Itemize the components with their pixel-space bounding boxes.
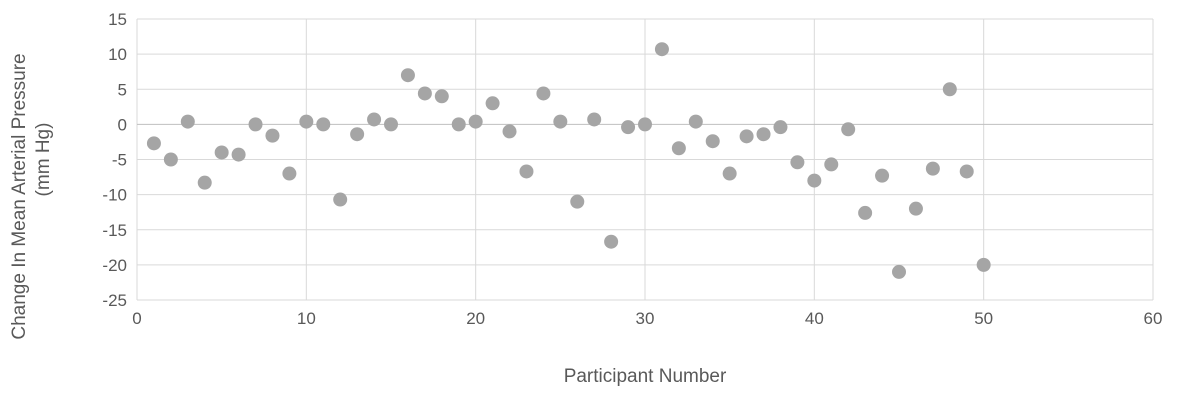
data-point <box>333 192 348 207</box>
data-point <box>739 129 754 144</box>
y-tick-label: -10 <box>102 186 127 205</box>
data-point <box>688 114 703 129</box>
data-point <box>942 82 957 97</box>
data-point <box>434 89 449 104</box>
y-tick-label: 10 <box>108 45 127 64</box>
x-tick-label: 10 <box>297 309 316 328</box>
data-point <box>502 124 517 139</box>
data-point <box>722 166 737 181</box>
data-point <box>282 166 297 181</box>
data-point <box>468 114 483 129</box>
data-point <box>485 96 500 111</box>
data-point <box>400 68 415 83</box>
y-tick-label: 0 <box>118 115 127 134</box>
data-point <box>587 112 602 127</box>
data-point <box>925 161 940 176</box>
data-point <box>299 114 314 129</box>
data-point <box>790 155 805 170</box>
data-point <box>858 205 873 220</box>
data-point <box>976 257 991 272</box>
data-point <box>705 134 720 149</box>
x-tick-label: 50 <box>974 309 993 328</box>
data-point <box>553 114 568 129</box>
y-tick-label: -25 <box>102 291 127 310</box>
x-tick-label: 40 <box>805 309 824 328</box>
data-point <box>384 117 398 132</box>
data-point <box>824 157 839 172</box>
data-point <box>146 136 161 151</box>
data-point <box>892 264 906 279</box>
data-point <box>519 164 534 179</box>
data-point <box>908 201 923 216</box>
data-point <box>367 112 382 127</box>
x-tick-label: 20 <box>466 309 485 328</box>
data-point <box>654 42 669 57</box>
data-point <box>756 127 771 142</box>
data-point <box>231 147 246 162</box>
data-point <box>163 152 178 167</box>
y-tick-label: 15 <box>108 10 127 29</box>
data-point <box>197 175 212 190</box>
data-point <box>265 128 280 143</box>
data-point <box>536 86 551 101</box>
grid-layer <box>136 18 1154 301</box>
data-point <box>316 117 331 132</box>
data-point <box>671 141 686 156</box>
data-points <box>146 42 991 279</box>
data-point <box>959 164 974 179</box>
data-point <box>638 117 652 132</box>
data-point <box>570 194 585 209</box>
data-point <box>807 173 822 188</box>
data-point <box>451 117 466 132</box>
data-point <box>180 114 195 129</box>
x-tick-label: 0 <box>132 309 141 328</box>
data-point <box>417 86 432 101</box>
data-point <box>621 120 636 135</box>
y-tick-label: -5 <box>112 151 127 170</box>
data-point <box>773 120 788 135</box>
y-axis-title-line-1: Change In Mean Arterial Pressure <box>9 53 30 339</box>
y-tick-label: 5 <box>118 80 127 99</box>
data-point <box>350 127 365 142</box>
x-tick-label: 60 <box>1144 309 1163 328</box>
x-tick-label: 30 <box>636 309 655 328</box>
y-tick-label: -20 <box>102 256 127 275</box>
data-point <box>841 122 856 137</box>
data-point <box>214 145 229 160</box>
data-point <box>248 117 263 132</box>
data-point <box>604 234 619 249</box>
x-axis-title: Participant Number <box>564 366 727 387</box>
y-tick-label: -15 <box>102 221 127 240</box>
data-point <box>875 168 890 183</box>
y-axis-title-line-2: (mm Hg) <box>33 123 54 197</box>
